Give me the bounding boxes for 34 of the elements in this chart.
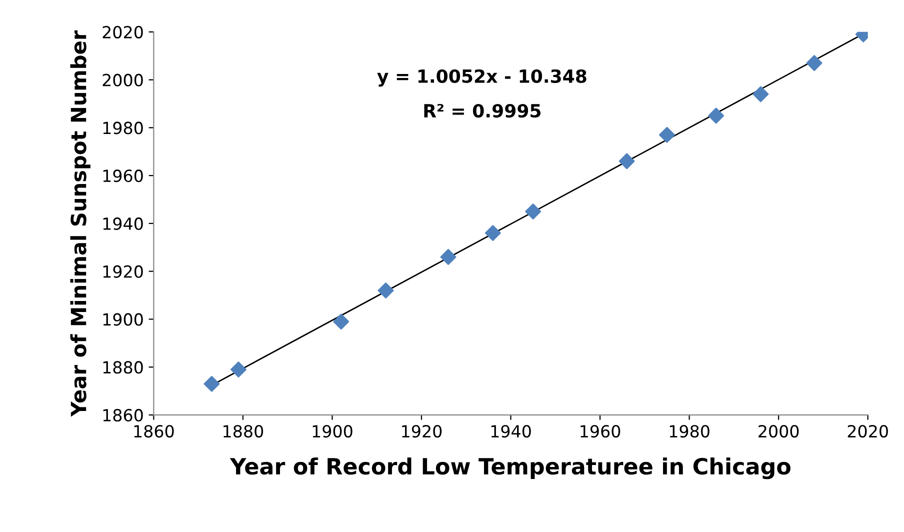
x-tick-label: 1980 [670, 424, 710, 438]
point [484, 225, 501, 241]
x-tick-label: 1900 [312, 424, 352, 438]
point [752, 86, 769, 102]
annotation: y = 1.0052x - 10.348 [377, 69, 586, 87]
x-tick-label: 1920 [402, 424, 442, 438]
point [333, 314, 350, 330]
annotation: R² = 0.9995 [424, 104, 541, 118]
point [806, 55, 822, 72]
y-axis-title: Year of Minimal Sunspot Number [70, 30, 90, 417]
point [378, 282, 394, 298]
x-tick-label: 1940 [491, 424, 531, 438]
y-tick-label: 2000 [102, 74, 143, 86]
y-tick-label: 2020 [102, 26, 143, 38]
y-tick-label: 1920 [103, 265, 143, 278]
y-tick-label: 1960 [103, 170, 143, 182]
point [204, 376, 220, 392]
x-tick-label: 1880 [224, 424, 264, 438]
point [525, 203, 542, 220]
x-axis-title: Year of Record Low Temperaturee in Chicago [230, 457, 790, 480]
point [618, 153, 635, 170]
point [230, 361, 246, 378]
point [440, 248, 456, 265]
y-tick-label: 1900 [103, 313, 143, 326]
y-tick-label: 1980 [103, 122, 143, 134]
y-tick-label: 1940 [103, 217, 143, 230]
x-tick-label: 2020 [848, 424, 888, 438]
x-tick-label: 1860 [134, 424, 174, 438]
x-tick-label: 1960 [580, 424, 620, 438]
y-tick-label: 1860 [103, 408, 143, 422]
x-tick-label: 2000 [758, 424, 799, 438]
y-tick-label: 1880 [103, 361, 143, 374]
point [659, 126, 675, 143]
point [708, 108, 724, 124]
